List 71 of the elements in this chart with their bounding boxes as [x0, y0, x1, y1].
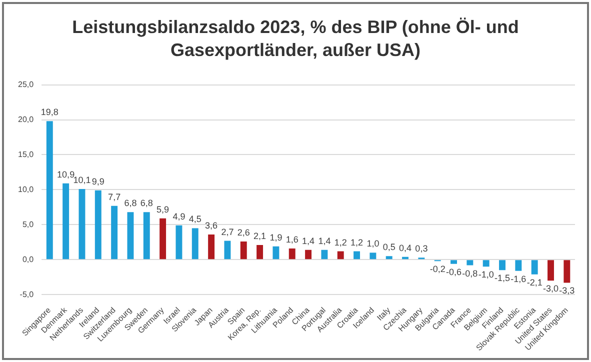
data-label: 0,4	[399, 242, 412, 253]
data-label: -3,0	[542, 284, 559, 294]
data-label: 19,8	[40, 107, 58, 118]
data-label: 9,9	[92, 176, 104, 186]
bar	[208, 234, 215, 260]
bar	[160, 218, 166, 260]
bar	[224, 240, 231, 260]
data-label: 1,2	[334, 237, 347, 248]
data-label: 1,2	[350, 237, 364, 248]
data-label: 0,5	[382, 242, 396, 252]
bar	[370, 252, 376, 260]
data-label: 3,6	[205, 220, 218, 230]
bar	[127, 212, 134, 260]
bar	[548, 260, 554, 281]
bar	[466, 260, 474, 266]
bar	[46, 121, 53, 260]
data-label: 1,4	[318, 236, 331, 246]
bar	[305, 250, 312, 260]
bar	[288, 248, 296, 260]
y-tick-label: 10,0	[18, 184, 34, 194]
y-tick-label: 25,0	[18, 80, 34, 90]
bar	[240, 241, 247, 260]
data-label: 4,9	[172, 211, 186, 222]
data-label: -1,5	[494, 273, 510, 284]
bar	[192, 228, 198, 260]
bar	[386, 256, 392, 260]
bar	[272, 246, 280, 260]
bar	[482, 260, 490, 267]
data-label: -0,6	[446, 266, 462, 277]
data-label: 10,9	[57, 169, 75, 180]
y-tick-label: 5,0	[22, 220, 34, 229]
data-label: 1,9	[270, 232, 282, 242]
data-label: 4,5	[188, 214, 202, 224]
chart-title: Leistungsbilanzsaldo 2023, % des BIP (ohne Öl- und Gasexportländer, außer USA)	[71, 16, 520, 62]
data-label: -2,1	[526, 277, 542, 288]
data-label: 0,3	[415, 244, 428, 254]
data-label: 2,6	[237, 227, 250, 238]
data-label: -0,8	[462, 268, 478, 278]
bar	[499, 260, 506, 270]
bar	[337, 251, 344, 260]
data-label: 1,6	[286, 234, 298, 244]
bar	[78, 189, 86, 260]
y-tick-label: -5,0	[20, 290, 34, 299]
bar	[143, 212, 150, 260]
data-label: 2,1	[254, 230, 266, 241]
data-label: 7,7	[108, 192, 121, 202]
data-label: 1,0	[366, 238, 380, 249]
bar	[62, 183, 70, 260]
data-label: 10,1	[73, 175, 91, 186]
bar	[531, 260, 538, 274]
bar	[94, 190, 102, 260]
bar	[354, 251, 360, 260]
data-label: 6,8	[124, 198, 137, 208]
y-tick-label: 0,0	[22, 254, 34, 264]
y-tick-label: 20,0	[18, 114, 34, 124]
data-label: 5,9	[156, 204, 170, 214]
bar	[515, 260, 522, 271]
data-label: -0,2	[430, 264, 446, 274]
data-label: 6,8	[140, 198, 153, 208]
bar	[176, 225, 182, 260]
bar	[111, 206, 118, 260]
data-label: -1,6	[510, 274, 526, 284]
bar	[564, 260, 570, 283]
data-label: 1,4	[302, 236, 315, 246]
data-label: -3,3	[559, 286, 575, 296]
y-tick-label: 15,0	[18, 150, 34, 159]
bar	[450, 260, 457, 264]
bar	[256, 244, 264, 260]
bar	[321, 250, 328, 260]
data-label: 2,7	[221, 226, 234, 237]
data-label: -1,0	[478, 270, 494, 280]
